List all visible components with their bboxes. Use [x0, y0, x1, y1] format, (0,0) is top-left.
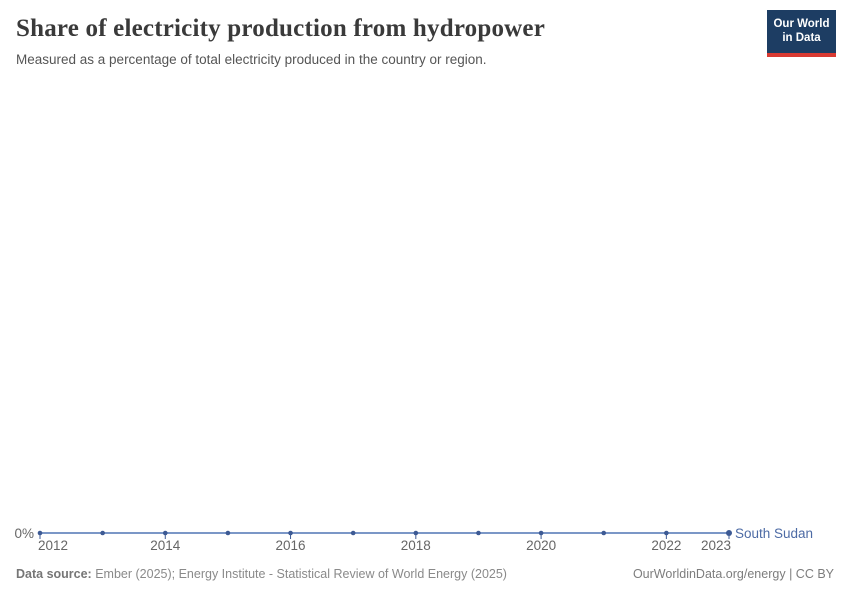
footer-separator: |	[789, 567, 793, 581]
x-axis-label: 2020	[526, 538, 556, 553]
owid-logo: Our World in Data	[767, 10, 836, 57]
line-chart[interactable]: 2012 2014 2016 2018 2020 2022 2023 0% South Suda…	[0, 495, 850, 570]
x-axis-label: 2016	[276, 538, 306, 553]
data-point[interactable]	[100, 530, 105, 536]
y-axis-label: 0%	[14, 526, 34, 541]
chart-canvas[interactable]: 2012 2014 2016 2018 2020 2022 2023 0% South Suda…	[0, 495, 850, 570]
data-source-text: Ember (2025); Energy Institute - Statist…	[95, 567, 507, 581]
owid-logo-red-bar	[767, 53, 836, 57]
x-axis-label: 2014	[150, 538, 181, 553]
x-axis-label: 2023	[701, 538, 731, 553]
license-link[interactable]: CC BY	[795, 567, 834, 581]
x-axis-label: 2018	[401, 538, 431, 553]
data-point[interactable]	[664, 530, 669, 536]
page-title: Share of electricity production from hyd…	[16, 15, 546, 42]
chart-subtitle: Measured as a percentage of total electr…	[16, 52, 487, 67]
data-point[interactable]	[350, 530, 356, 536]
data-point[interactable]	[37, 530, 43, 536]
owid-logo-line2: in Data	[782, 31, 821, 44]
x-axis-label: 2022	[651, 538, 681, 553]
data-point[interactable]	[225, 530, 231, 536]
owid-link[interactable]: OurWorldinData.org/energy	[632, 567, 786, 581]
data-point[interactable]	[162, 530, 168, 536]
data-point[interactable]	[726, 530, 732, 536]
data-point[interactable]	[601, 530, 607, 536]
data-source-label: Data source:	[16, 567, 92, 581]
chart-footer: Data source: Ember (2025); Energy Instit…	[16, 567, 834, 583]
x-axis-label: 2012	[38, 538, 68, 553]
data-point[interactable]	[538, 530, 544, 536]
data-point[interactable]	[288, 530, 293, 536]
owid-logo-line1: Our World	[773, 17, 830, 30]
owid-logo-text: Our World in Data	[767, 10, 836, 53]
data-point[interactable]	[413, 530, 419, 536]
footer-credit: OurWorldinData.org/energy | CC BY	[633, 567, 834, 583]
data-point[interactable]	[476, 530, 481, 536]
data-source-note: Data source: Ember (2025); Energy Instit…	[16, 567, 507, 583]
entity-label[interactable]: South Sudan	[735, 526, 813, 541]
